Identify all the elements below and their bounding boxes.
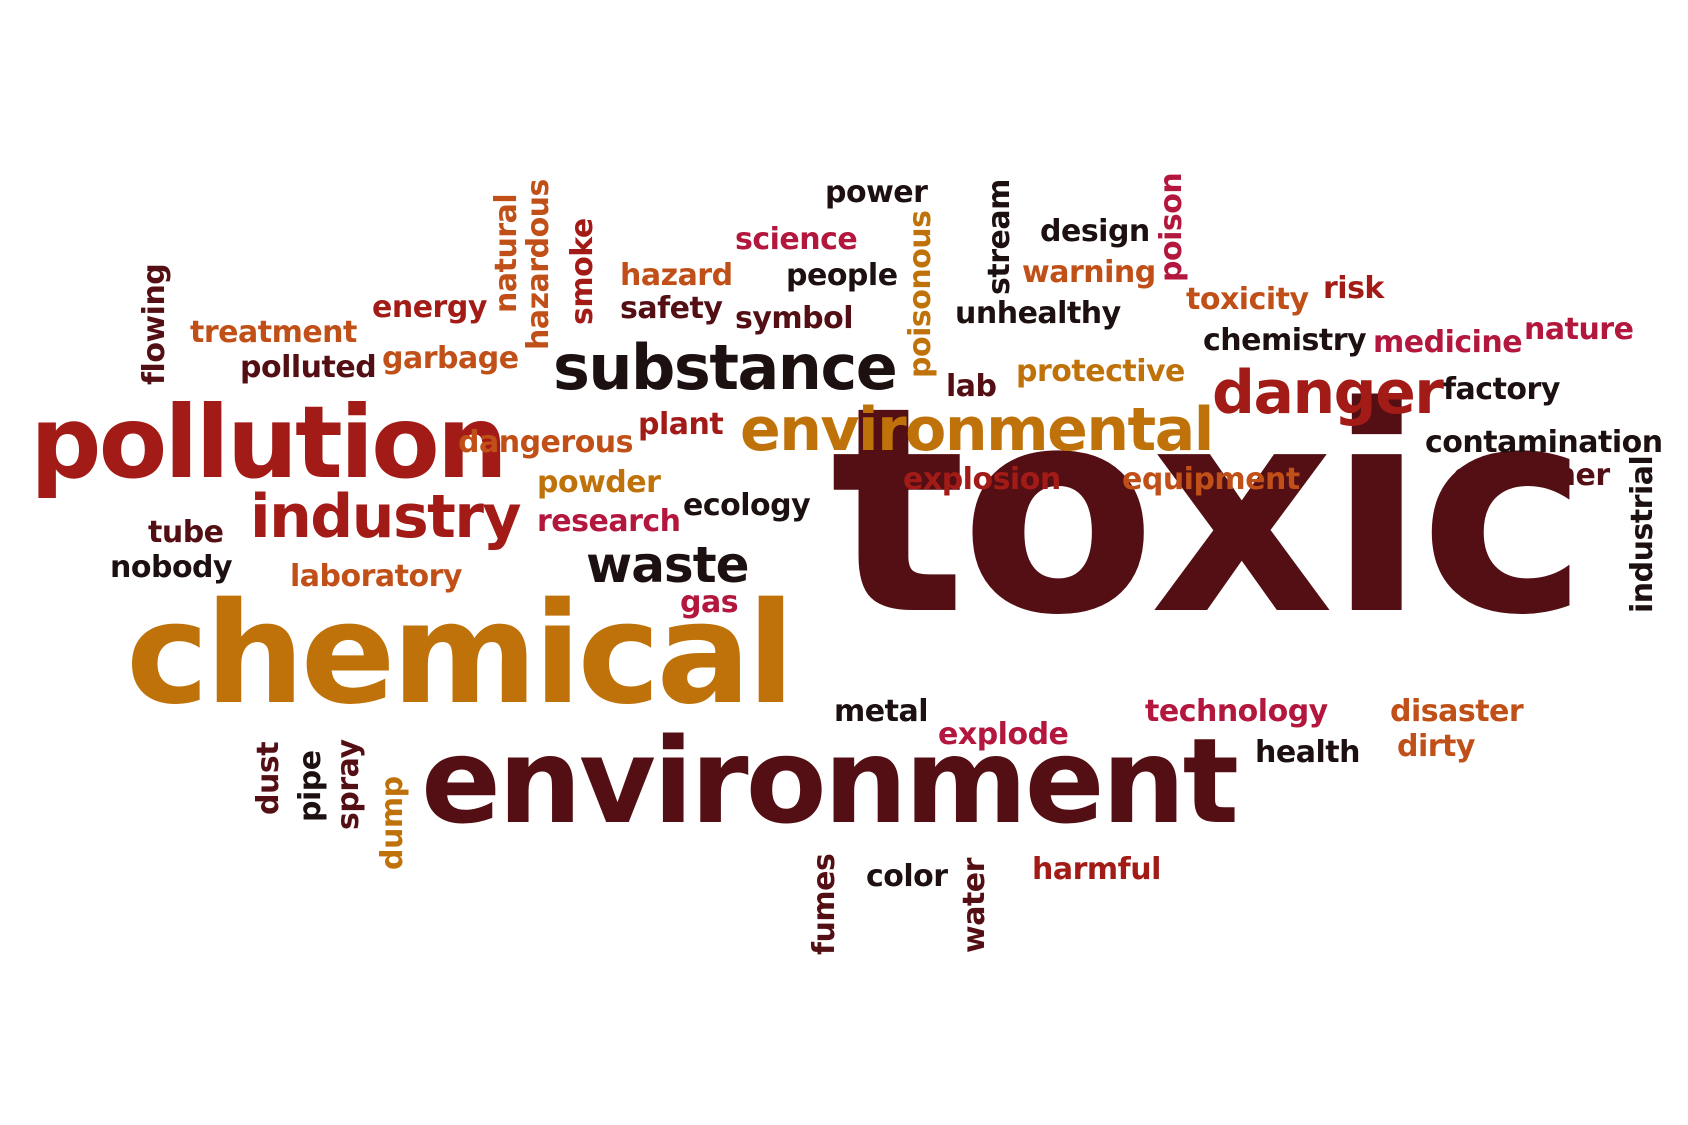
word-container: container: [1453, 458, 1610, 493]
word-dangerous: dangerous: [458, 425, 634, 460]
word-equipment: equipment: [1122, 462, 1300, 497]
word-disaster: disaster: [1390, 694, 1524, 729]
word-toxic: toxic: [830, 346, 1588, 678]
word-tube: tube: [148, 515, 224, 550]
word-warning: warning: [1022, 255, 1156, 290]
word-nobody: nobody: [110, 550, 233, 585]
word-pollution: pollution: [30, 384, 508, 501]
word-metal: metal: [834, 694, 928, 729]
word-toxicity: toxicity: [1186, 282, 1309, 317]
word-plant: plant: [638, 407, 724, 442]
word-design: design: [1040, 214, 1150, 249]
word-energy: energy: [372, 290, 487, 325]
word-protective: protective: [1016, 354, 1185, 389]
word-power: power: [825, 175, 928, 210]
word-poison: poison: [1154, 172, 1189, 282]
word-explosion: explosion: [903, 462, 1061, 497]
word-danger: danger: [1212, 358, 1444, 428]
word-gas: gas: [680, 585, 739, 620]
word-flowing: flowing: [137, 263, 172, 385]
word-explode: explode: [938, 717, 1069, 752]
word-factory: factory: [1443, 372, 1560, 407]
word-chemical: chemical: [126, 573, 795, 736]
word-harmful: harmful: [1032, 852, 1161, 887]
word-industrial: industrial: [1625, 455, 1660, 613]
word-symbol: symbol: [735, 301, 854, 336]
word-people: people: [786, 258, 898, 293]
word-fumes: fumes: [807, 853, 842, 955]
word-laboratory: laboratory: [290, 559, 462, 594]
word-polluted: polluted: [240, 350, 377, 385]
word-dust: dust: [251, 741, 286, 815]
word-contamination: contamination: [1425, 425, 1663, 460]
word-technology: technology: [1145, 694, 1328, 729]
word-nature: nature: [1524, 312, 1634, 347]
word-research: research: [537, 504, 681, 539]
word-hazard: hazard: [620, 258, 733, 293]
word-waste: waste: [586, 536, 750, 594]
word-hazardous: hazardous: [521, 179, 556, 350]
word-environmental: environmental: [740, 395, 1214, 465]
word-treatment: treatment: [190, 315, 357, 350]
word-smoke: smoke: [565, 218, 600, 325]
word-dirty: dirty: [1397, 729, 1475, 764]
word-science: science: [735, 222, 858, 257]
word-natural: natural: [489, 193, 524, 313]
word-garbage: garbage: [382, 341, 519, 376]
word-chemistry: chemistry: [1203, 323, 1367, 358]
word-unhealthy: unhealthy: [955, 296, 1121, 331]
word-stream: stream: [982, 179, 1017, 295]
word-lab: lab: [946, 369, 997, 404]
word-ecology: ecology: [683, 488, 811, 523]
word-spray: spray: [331, 739, 366, 830]
word-pipe: pipe: [293, 750, 328, 822]
word-medicine: medicine: [1373, 325, 1523, 360]
word-color: color: [866, 859, 948, 894]
word-substance: substance: [553, 331, 898, 404]
word-industry: industry: [250, 482, 522, 552]
word-water: water: [957, 858, 992, 953]
word-dump: dump: [375, 776, 410, 870]
word-safety: safety: [620, 291, 723, 326]
word-risk: risk: [1323, 271, 1384, 306]
word-powder: powder: [537, 465, 661, 500]
word-environment: environment: [421, 712, 1239, 850]
word-health: health: [1255, 735, 1360, 770]
word-poisonous: poisonous: [903, 210, 938, 378]
